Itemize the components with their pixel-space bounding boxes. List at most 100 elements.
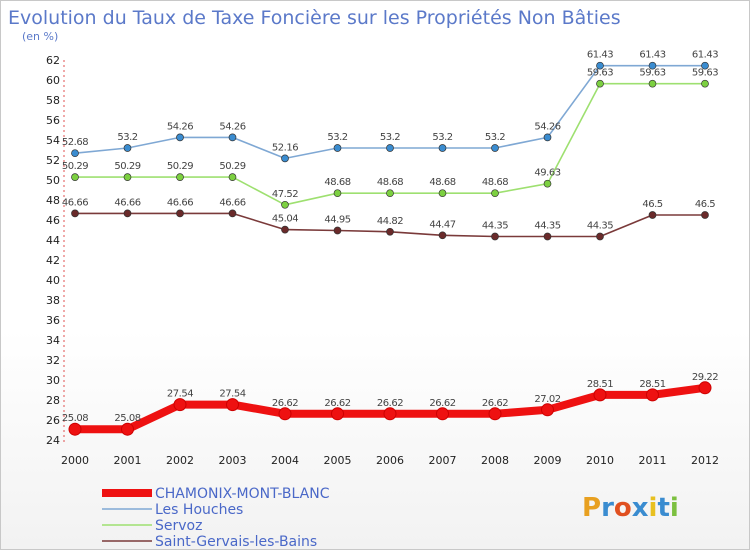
data-label: 52.16 <box>272 142 298 153</box>
data-point <box>383 407 397 421</box>
axes: 24 26 28 30 32 34 36 38 40 42 44 46 48 50 52 54 56 58 60 62… <box>46 54 719 467</box>
data-point <box>386 189 394 198</box>
data-point <box>698 381 712 395</box>
data-labels: 25.08 25.08 27.54 27.54 26.62 26.62 26.62 26.62… <box>62 372 719 424</box>
data-label: 53.2 <box>485 132 505 143</box>
data-labels: 50.29 50.29 50.29 50.29 47.52 48.68 48.68 48.68… <box>62 68 719 200</box>
data-label: 28.51 <box>639 379 665 390</box>
data-label: 61.43 <box>587 50 613 61</box>
data-point <box>173 398 187 412</box>
chart-title: Evolution du Taux de Taxe Foncière sur l… <box>8 7 621 29</box>
data-point <box>543 133 552 142</box>
data-label: 27.02 <box>534 394 560 405</box>
data-point <box>541 403 554 417</box>
data-label: 26.62 <box>429 398 455 409</box>
series-servoz <box>71 79 709 209</box>
logo-letter: i <box>670 493 679 523</box>
data-label: 49.63 <box>534 168 560 179</box>
y-tick-label: 28 <box>46 394 60 407</box>
data-label: 48.68 <box>324 177 350 188</box>
data-label: 53.2 <box>327 132 347 143</box>
logo-letter: o <box>614 493 632 523</box>
data-label: 28.51 <box>587 379 613 390</box>
y-tick-label: 40 <box>46 274 60 287</box>
data-point <box>596 232 604 241</box>
logo-letter: x <box>632 493 649 523</box>
data-point <box>176 133 184 142</box>
data-label: 48.68 <box>482 177 508 188</box>
legend-label: Saint-Gervais-les-Bains <box>155 534 317 550</box>
logo-letter: r <box>601 493 614 523</box>
series-saint-gervais-les-bains <box>71 209 709 241</box>
data-point <box>176 173 184 181</box>
data-label: 61.43 <box>692 50 718 61</box>
data-point <box>333 144 342 152</box>
x-tick-label: 2010 <box>586 454 614 467</box>
x-tick-label: 2005 <box>324 454 352 467</box>
x-tick-label: 2004 <box>271 454 299 467</box>
data-point <box>333 189 342 198</box>
y-tick-label: 50 <box>46 174 60 187</box>
data-point <box>68 422 82 436</box>
data-label: 25.08 <box>114 413 140 424</box>
data-label: 53.2 <box>432 132 452 143</box>
data-label: 48.68 <box>429 177 455 188</box>
data-point <box>593 388 607 402</box>
data-point <box>491 232 499 241</box>
data-point <box>331 407 344 421</box>
data-point <box>281 225 289 234</box>
y-tick-label: 54 <box>46 134 60 147</box>
logo-letter: t <box>657 493 669 523</box>
data-label: 52.68 <box>62 137 88 148</box>
data-point <box>648 211 657 219</box>
data-label: 50.29 <box>219 161 245 172</box>
data-point <box>436 407 449 421</box>
y-tick-label: 60 <box>46 74 60 87</box>
chart-subtitle: (en %) <box>22 30 58 43</box>
x-tick-label: 2000 <box>61 454 89 467</box>
data-point <box>71 173 79 181</box>
data-point <box>71 149 79 158</box>
data-point <box>228 133 237 142</box>
proxiti-logo: Proxiti <box>582 493 679 523</box>
series-chamonix-mont-blanc <box>68 381 712 436</box>
x-tick-label: 2003 <box>219 454 247 467</box>
data-label: 29.22 <box>692 372 718 383</box>
data-point <box>491 189 499 198</box>
data-point <box>543 232 552 241</box>
y-tick-label: 24 <box>46 434 60 447</box>
data-label: 59.63 <box>587 68 613 79</box>
data-label: 44.82 <box>377 216 403 227</box>
data-label: 59.63 <box>639 68 665 79</box>
data-label: 26.62 <box>482 398 508 409</box>
data-point <box>596 79 604 88</box>
data-label: 46.66 <box>114 197 140 208</box>
data-point <box>386 144 394 152</box>
data-label: 59.63 <box>692 68 718 79</box>
data-label: 48.68 <box>377 177 403 188</box>
data-label: 46.66 <box>219 197 245 208</box>
data-point <box>71 209 79 218</box>
data-label: 47.52 <box>272 189 298 200</box>
data-point <box>438 144 447 152</box>
y-tick-label: 36 <box>46 314 60 327</box>
data-point <box>281 154 289 163</box>
data-label: 54.26 <box>167 121 193 132</box>
data-point <box>488 407 502 421</box>
data-label: 44.47 <box>429 219 455 230</box>
data-point <box>281 200 289 209</box>
y-tick-label: 30 <box>46 374 60 387</box>
x-tick-label: 2012 <box>691 454 719 467</box>
data-label: 26.62 <box>272 398 298 409</box>
data-point <box>176 209 184 218</box>
data-point <box>123 144 132 152</box>
data-point <box>701 79 709 88</box>
data-label: 46.66 <box>62 197 88 208</box>
y-tick-label: 48 <box>46 194 60 207</box>
data-label: 26.62 <box>324 398 350 409</box>
data-point <box>123 173 132 181</box>
data-point <box>438 231 447 240</box>
x-tick-label: 2001 <box>114 454 142 467</box>
